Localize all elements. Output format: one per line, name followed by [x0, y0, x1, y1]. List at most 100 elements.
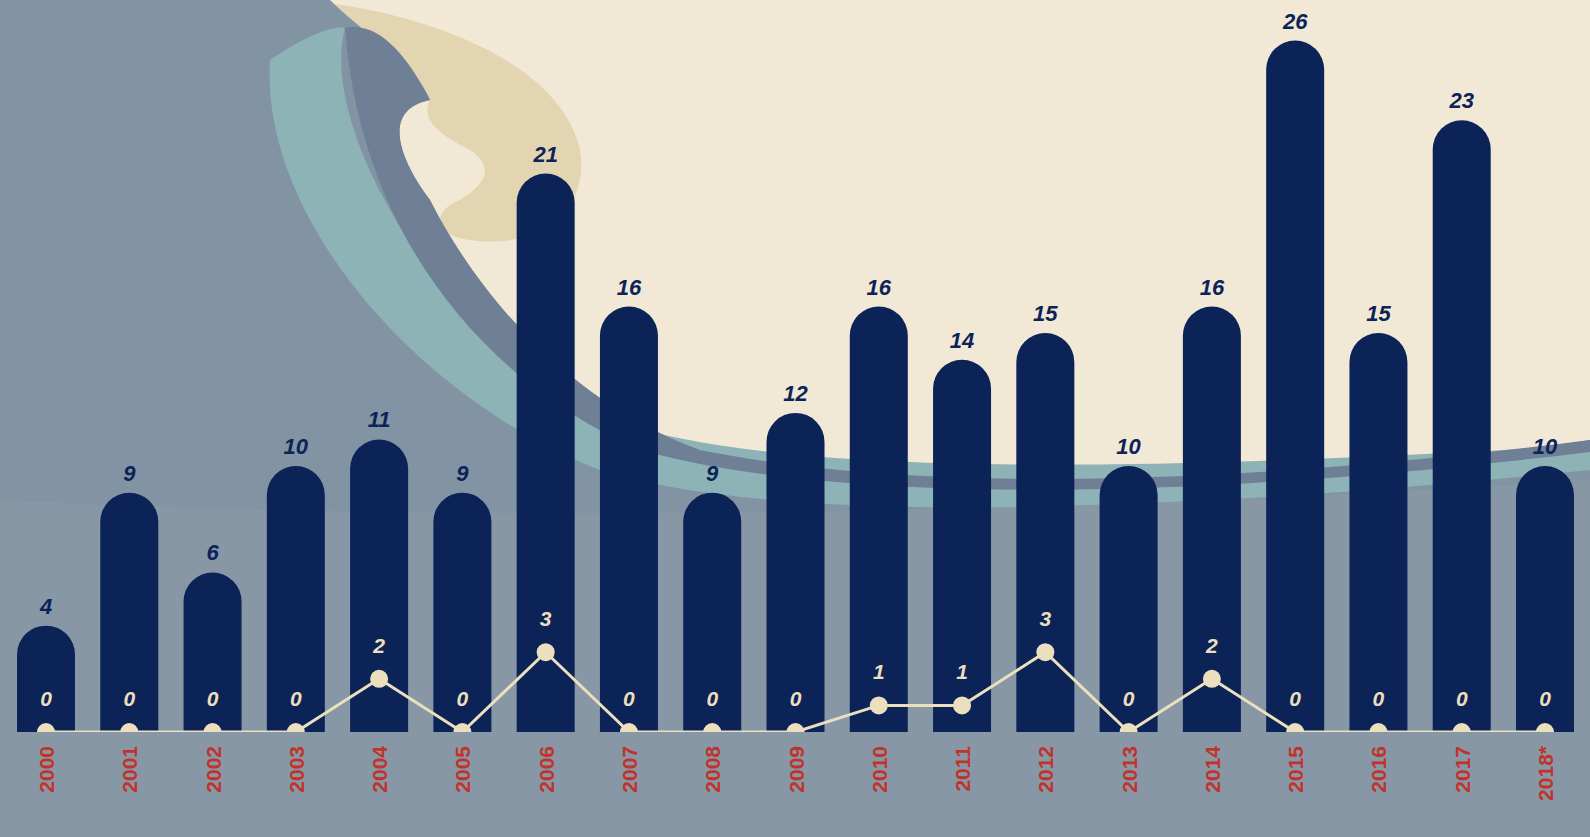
line-marker [870, 696, 888, 714]
x-tick-label: 2013 [1118, 746, 1141, 793]
line-marker [1203, 670, 1221, 688]
bar-label: 11 [368, 407, 391, 432]
line-label: 3 [1039, 607, 1051, 630]
bar-label: 6 [206, 540, 219, 565]
bar [17, 626, 75, 732]
bar [267, 466, 325, 732]
x-tick-label: 2018* [1534, 745, 1557, 801]
bar [1100, 466, 1158, 732]
line-label: 1 [956, 660, 968, 683]
x-tick-label: 2002 [202, 746, 225, 793]
bar-label: 9 [456, 461, 469, 486]
plot-area [17, 41, 1574, 732]
bar-label: 10 [284, 434, 309, 459]
bar-label: 16 [617, 275, 642, 300]
bar [1183, 307, 1241, 732]
line-marker [287, 723, 305, 732]
sea [0, 0, 1590, 837]
bar [600, 307, 658, 732]
line-marker [620, 723, 638, 732]
bar [1433, 120, 1491, 732]
bar-label: 9 [706, 461, 719, 486]
line-marker [1120, 723, 1138, 732]
bar-label: 21 [532, 142, 557, 167]
line-label: 0 [40, 687, 52, 710]
line-marker [1453, 723, 1471, 732]
x-tick-label: 2014 [1201, 746, 1224, 793]
line-marker [1536, 723, 1554, 732]
line-label: 0 [457, 687, 469, 710]
background-art [0, 0, 1590, 837]
bar-label: 16 [1200, 275, 1225, 300]
x-tick-label: 2015 [1284, 746, 1307, 793]
line-marker [787, 723, 805, 732]
bar-label: 23 [1448, 88, 1473, 113]
background [0, 0, 1590, 837]
x-axis-labels: 2000 2001 2002 2003 2004 2005 2006 2007 2008 2009… [35, 745, 1557, 801]
bar-label: 15 [1366, 301, 1391, 326]
x-tick-label: 2016 [1367, 746, 1390, 793]
line-marker [37, 723, 55, 732]
bar [850, 307, 908, 732]
x-tick-label: 2005 [451, 746, 474, 793]
bar [1266, 41, 1324, 732]
bar-label: 26 [1282, 9, 1308, 34]
bar [350, 439, 408, 732]
line-label: 0 [706, 687, 718, 710]
x-tick-label: 2011 [951, 746, 974, 792]
bar-label: 16 [867, 275, 892, 300]
line-label: 1 [873, 660, 885, 683]
bar [184, 572, 242, 732]
x-tick-label: 2006 [535, 746, 558, 793]
line-label: 0 [1123, 687, 1135, 710]
line-marker [453, 723, 471, 732]
bar [433, 493, 491, 732]
line-marker [1036, 643, 1054, 661]
line-marker [1369, 723, 1387, 732]
line [46, 652, 1545, 732]
bar-label: 9 [123, 461, 136, 486]
x-tick-label: 2012 [1034, 746, 1057, 793]
line-marker [537, 643, 555, 661]
x-tick-label: 2010 [868, 746, 891, 793]
bar-label: 10 [1116, 434, 1141, 459]
line-label: 0 [290, 687, 302, 710]
line-label: 0 [1456, 687, 1468, 710]
x-tick-label: 2004 [368, 746, 391, 793]
line-marker [120, 723, 138, 732]
bar [767, 413, 825, 732]
x-tick-label: 2009 [785, 746, 808, 793]
bar [517, 174, 575, 732]
line-label: 0 [1539, 687, 1551, 710]
x-tick-label: 2017 [1451, 746, 1474, 793]
x-tick-label: 2003 [285, 746, 308, 793]
line-label: 3 [540, 607, 552, 630]
bar-label: 4 [39, 594, 52, 619]
line-marker [953, 696, 971, 714]
line-marker [370, 670, 388, 688]
bar [1349, 333, 1407, 732]
line-marker [1286, 723, 1304, 732]
line-label: 0 [123, 687, 135, 710]
line-marker [703, 723, 721, 732]
line-label: 2 [372, 634, 385, 657]
bar [1516, 466, 1574, 732]
x-tick-label: 2001 [118, 746, 141, 793]
line-label: 0 [207, 687, 219, 710]
bar [100, 493, 158, 732]
x-tick-label: 2000 [35, 746, 58, 793]
x-tick-label: 2008 [701, 746, 724, 793]
bar-label: 15 [1033, 301, 1058, 326]
x-tick-label: 2007 [618, 746, 641, 793]
line-marker [204, 723, 222, 732]
bar-label: 10 [1533, 434, 1558, 459]
bar-label: 12 [783, 381, 808, 406]
bar-label: 14 [950, 328, 974, 353]
labels: 4961011921169121614151016261523100000203… [39, 9, 1558, 710]
line-label: 0 [1373, 687, 1385, 710]
line-label: 0 [790, 687, 802, 710]
bar [933, 360, 991, 732]
chart: 4961011921169121614151016261523100000203… [0, 0, 1590, 837]
line-label: 2 [1205, 634, 1218, 657]
line-label: 0 [1289, 687, 1301, 710]
